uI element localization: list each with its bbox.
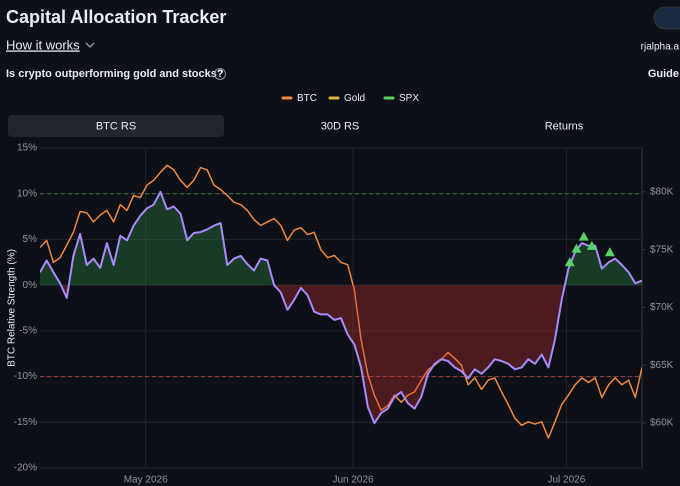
tab-label[interactable]: Returns [545,120,584,132]
help-icon-glyph[interactable]: ? [218,70,223,79]
y2-tick-label: $65K [650,360,674,371]
tab-label[interactable]: BTC RS [96,120,136,132]
x-tick-label: Jul 2026 [548,475,586,486]
negative-area [40,285,642,424]
price-line [40,164,642,439]
legend-label[interactable]: BTC [297,93,317,104]
help-icon[interactable] [214,68,226,80]
y-tick-label: -10% [14,371,37,382]
signal-marker [578,231,589,241]
top-button[interactable] [653,6,680,30]
tab-label[interactable]: 30D RS [321,120,360,132]
y2-tick-label: $80K [650,187,674,198]
user-name: rjalpha.a [641,42,680,53]
tab-active-bg[interactable] [8,115,224,137]
signal-marker [604,247,615,257]
legend-label[interactable]: Gold [344,93,365,104]
how-it-works-link[interactable]: How it works [6,37,80,52]
legend-label[interactable]: SPX [399,93,419,104]
chart: -20% -15% -10% -5% 0% 5% 10% 15% $60K $65K $70K $75… [7,143,674,486]
y-axis-label: BTC Relative Strength (%) [7,249,18,367]
app-title: Capital Allocation Tracker [6,7,226,27]
y-tick-label: 0% [23,280,38,291]
x-tick-label: May 2026 [124,475,168,486]
y2-tick-label: $60K [650,418,674,429]
signal-marker [586,240,597,250]
y-tick-label: 5% [23,234,38,245]
chevron-icon[interactable] [85,42,95,49]
signal-marker [564,257,575,267]
y2-tick-label: $75K [650,244,674,255]
y-tick-label: 15% [17,143,37,154]
y-tick-label: -15% [14,417,37,428]
question: Is crypto outperforming gold and stocks? [6,68,224,80]
x-tick-label: Jun 2026 [332,475,374,486]
y2-tick-label: $70K [650,302,674,313]
y-tick-label: -20% [14,463,37,474]
positive-area [40,191,642,286]
y-tick-label: -5% [19,325,37,336]
legend: BTC Gold SPX [281,93,419,104]
tabs: BTC RS 30D RS Returns [8,115,584,137]
rs-line [40,190,642,425]
guide-link[interactable]: Guide [648,68,679,80]
y-tick-label: 10% [17,188,37,199]
signal-marker [571,243,582,253]
